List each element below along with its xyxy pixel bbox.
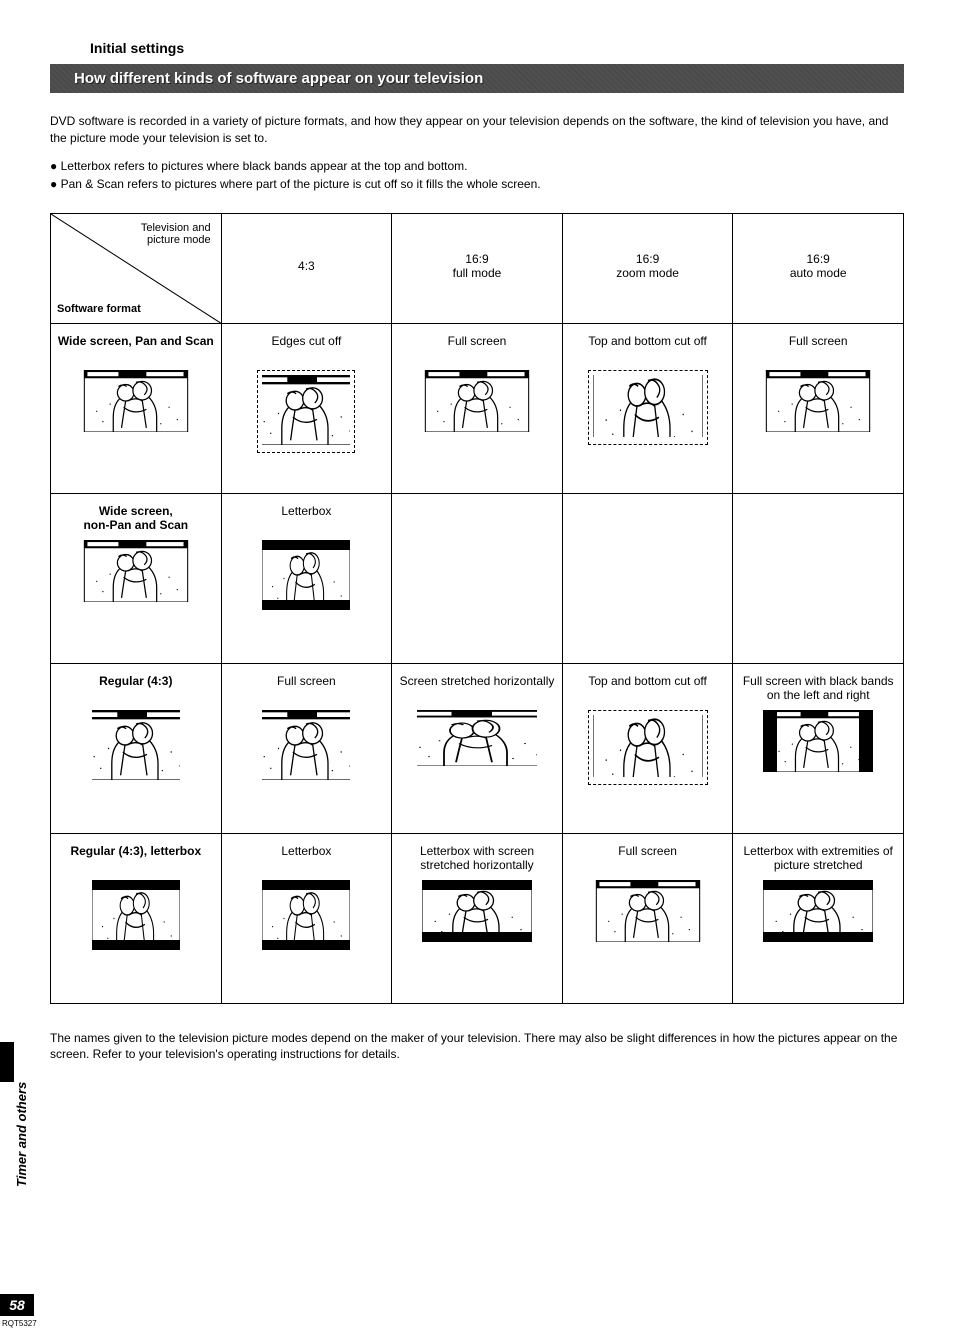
format-table: Television and picture mode Software for… — [50, 213, 904, 1004]
table-cell: Full screen with black bands on the left… — [733, 663, 904, 833]
table-cell: Edges cut off — [221, 323, 392, 493]
footnote: The names given to the television pictur… — [50, 1030, 904, 1064]
table-cell — [562, 493, 733, 663]
row-label: Wide screen, Pan and Scan — [51, 323, 222, 493]
table-cell: Full screen — [221, 663, 392, 833]
doc-reference: RQT5327 — [2, 1319, 37, 1328]
row-label: Wide screen, non-Pan and Scan — [51, 493, 222, 663]
header-top-label: Television and picture mode — [141, 222, 211, 246]
table-cell: Full screen — [733, 323, 904, 493]
bullet-list: Letterbox refers to pictures where black… — [50, 157, 904, 193]
table-cell: Screen stretched horizontally — [392, 663, 563, 833]
side-marker — [0, 1042, 14, 1082]
row-label: Regular (4:3), letterbox — [51, 833, 222, 1003]
side-section-label: Timer and others — [14, 1082, 29, 1187]
col-header: 16:9 zoom mode — [562, 213, 733, 323]
banner-heading: How different kinds of software appear o… — [50, 64, 904, 93]
header-diagonal-cell: Television and picture mode Software for… — [51, 213, 222, 323]
table-cell — [733, 493, 904, 663]
table-cell: Letterbox with extremities of picture st… — [733, 833, 904, 1003]
table-cell: Full screen — [392, 323, 563, 493]
header-bottom-label: Software format — [57, 303, 141, 315]
bullet-item: Letterbox refers to pictures where black… — [50, 157, 904, 175]
col-header: 16:9 auto mode — [733, 213, 904, 323]
table-cell — [392, 493, 563, 663]
row-label: Regular (4:3) — [51, 663, 222, 833]
bullet-item: Pan & Scan refers to pictures where part… — [50, 175, 904, 193]
col-header: 4:3 — [221, 213, 392, 323]
section-title: Initial settings — [90, 40, 904, 56]
page-number: 58 — [0, 1294, 34, 1316]
table-cell: Full screen — [562, 833, 733, 1003]
table-cell: Top and bottom cut off — [562, 663, 733, 833]
intro-paragraph: DVD software is recorded in a variety of… — [50, 113, 904, 147]
table-cell: Letterbox with screen stretched horizont… — [392, 833, 563, 1003]
table-cell: Letterbox — [221, 493, 392, 663]
table-cell: Letterbox — [221, 833, 392, 1003]
table-cell: Top and bottom cut off — [562, 323, 733, 493]
col-header: 16:9 full mode — [392, 213, 563, 323]
